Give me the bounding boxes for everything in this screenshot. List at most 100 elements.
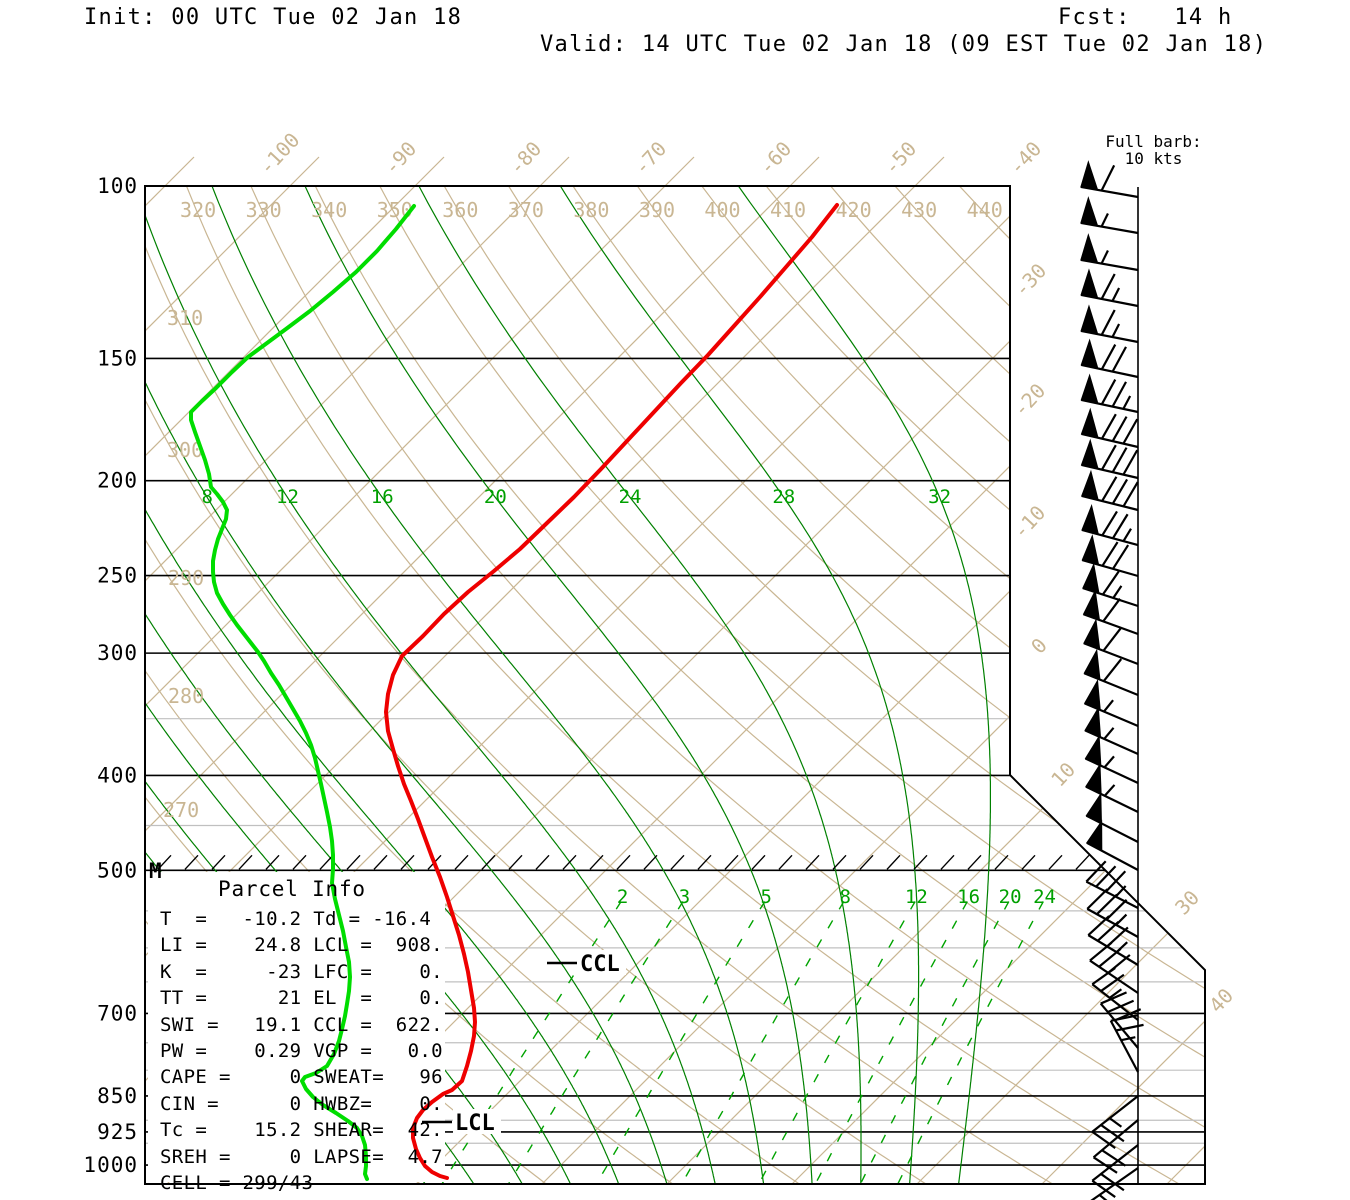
svg-text:30: 30: [1170, 885, 1204, 919]
wind-barb: [1080, 304, 1139, 344]
svg-text:16: 16: [957, 886, 980, 908]
forecast-hour-label: Fcst: 14 h: [1058, 5, 1233, 30]
isotherm-top-stubs: [164, 156, 945, 187]
wind-barb: [1080, 407, 1139, 449]
svg-text:12: 12: [905, 886, 928, 908]
svg-text:32: 32: [928, 486, 951, 508]
ccl-marker: CCL: [547, 950, 626, 977]
svg-text:5: 5: [760, 886, 771, 908]
lcl-marker: LCL: [422, 1109, 501, 1136]
wind-barb: [1081, 503, 1139, 547]
svg-text:16: 16: [371, 486, 394, 508]
svg-text:24: 24: [1033, 886, 1056, 908]
wind-barb: [1080, 268, 1139, 308]
wind-barb: [1084, 706, 1139, 756]
svg-text:12: 12: [276, 486, 299, 508]
wind-barb: [1085, 762, 1139, 813]
svg-text:700: 700: [97, 1001, 138, 1025]
moist-adiabat-labels: 8 12 16 20 24 28 32: [201, 486, 951, 508]
wind-barb-legend: Full barb: 10 kts: [1096, 133, 1211, 167]
wind-barb: [1085, 860, 1139, 909]
svg-text:-60: -60: [754, 137, 796, 180]
wind-barb: [1083, 618, 1139, 666]
svg-text:200: 200: [97, 469, 138, 493]
wind-barb: [1099, 991, 1142, 1049]
mixing-ratio-labels: 2 3 5 8 12 16 20 24: [617, 886, 1056, 908]
svg-text:150: 150: [97, 346, 138, 370]
wind-barb: [1086, 819, 1139, 871]
svg-text:360: 360: [442, 198, 478, 222]
svg-text:CCL: CCL: [580, 952, 620, 977]
svg-text:330: 330: [246, 198, 282, 222]
svg-text:8: 8: [839, 886, 850, 908]
wind-barbs: [1080, 160, 1144, 1200]
wind-barb: [1080, 338, 1139, 379]
wind-barb: [1080, 196, 1139, 235]
surface-marker: M: [149, 859, 162, 883]
svg-text:-80: -80: [504, 137, 546, 180]
svg-text:370: 370: [508, 198, 544, 222]
svg-text:-50: -50: [879, 137, 921, 180]
svg-text:925: 925: [97, 1120, 138, 1144]
svg-text:390: 390: [639, 198, 675, 222]
init-time-label: Init: 00 UTC Tue 02 Jan 18: [84, 5, 463, 30]
wind-barb: [1085, 792, 1139, 843]
svg-text:290: 290: [168, 566, 204, 590]
pressure-axis-labels: 100 150 200 250 300 400 500 700 850 925 1000: [83, 174, 138, 1177]
svg-text:270: 270: [163, 798, 199, 822]
wind-barb: [1083, 648, 1139, 697]
svg-text:340: 340: [311, 198, 347, 222]
wind-barb: [1081, 469, 1139, 512]
svg-text:400: 400: [97, 763, 138, 787]
dewpoint-curve: [189, 204, 416, 1181]
svg-text:100: 100: [97, 174, 138, 198]
wind-barb: [1081, 534, 1139, 578]
svg-text:430: 430: [901, 198, 937, 222]
parcel-info-table: T = -10.2 Td = -16.4 LI = 24.8 LCL = 908…: [160, 908, 443, 1195]
svg-text:8: 8: [201, 486, 212, 508]
temperature-curve: [384, 203, 839, 1180]
svg-text:-70: -70: [629, 137, 671, 180]
svg-text:-40: -40: [1004, 137, 1046, 180]
svg-text:1000: 1000: [83, 1153, 138, 1177]
dry-adiabat-labels: 320 330 340 350 360 370 380 390 400 410 420 430 440 3…: [163, 198, 1003, 822]
svg-text:280: 280: [168, 684, 204, 708]
svg-text:500: 500: [97, 858, 138, 882]
svg-text:0: 0: [1026, 633, 1052, 658]
svg-text:20: 20: [484, 486, 507, 508]
wind-barb-legend-line1: Full barb:: [1105, 132, 1202, 151]
wind-barb: [1082, 589, 1139, 636]
wind-barb: [1082, 562, 1139, 608]
wind-barb: [1080, 373, 1139, 414]
svg-text:380: 380: [573, 198, 609, 222]
wind-barb-legend-line2: 10 kts: [1124, 149, 1183, 168]
svg-text:-30: -30: [1009, 259, 1051, 302]
sounding-curves: [189, 203, 839, 1181]
wind-barb: [1083, 678, 1139, 728]
wind-barb: [1080, 233, 1139, 272]
svg-text:320: 320: [180, 198, 216, 222]
wind-barb: [1080, 160, 1139, 199]
svg-text:310: 310: [167, 306, 203, 330]
svg-text:440: 440: [967, 198, 1003, 222]
wind-barb: [1091, 1095, 1139, 1149]
parcel-info-panel: [148, 872, 445, 1182]
valid-time-label: Valid: 14 UTC Tue 02 Jan 18 (09 EST Tue …: [540, 32, 1268, 57]
hatch-marks: [157, 854, 1090, 870]
svg-text:40: 40: [1204, 983, 1238, 1017]
wind-barb: [1091, 1144, 1139, 1198]
wind-barb: [1080, 438, 1139, 480]
svg-text:400: 400: [704, 198, 740, 222]
svg-text:-20: -20: [1008, 379, 1050, 422]
wind-barb: [1092, 1119, 1139, 1174]
wind-barb: [1109, 1014, 1144, 1073]
svg-text:850: 850: [97, 1084, 138, 1108]
svg-text:-100: -100: [254, 128, 304, 180]
wind-barb: [1086, 888, 1139, 938]
svg-text:420: 420: [836, 198, 872, 222]
svg-text:24: 24: [619, 486, 642, 508]
svg-text:20: 20: [999, 886, 1022, 908]
parcel-info-title: Parcel Info: [218, 877, 366, 901]
